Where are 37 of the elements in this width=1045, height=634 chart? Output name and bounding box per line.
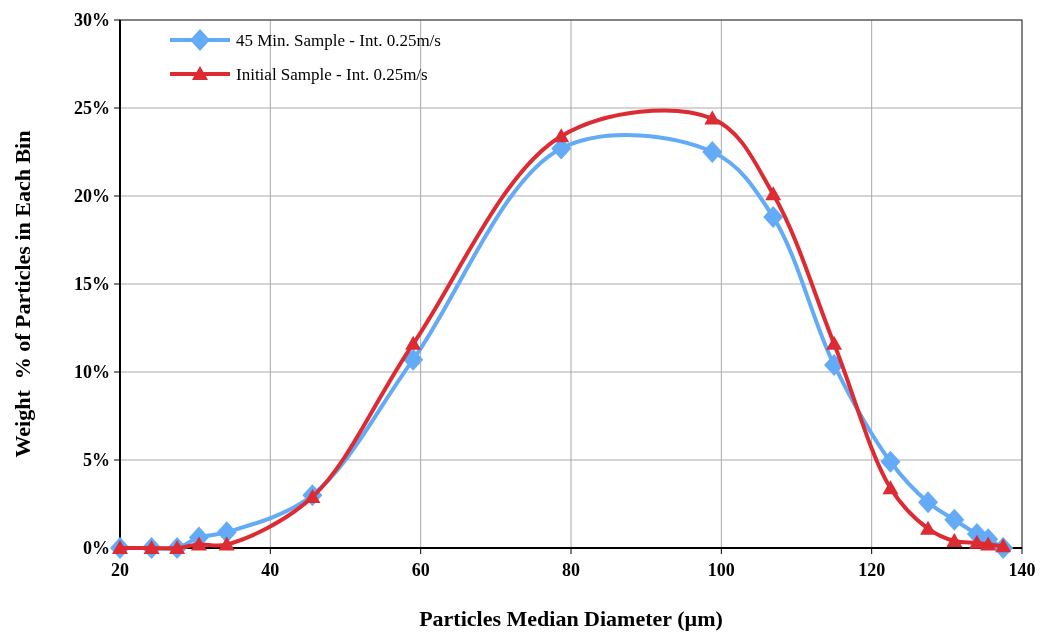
point <box>190 536 207 551</box>
x-tick-label: 100 <box>707 560 735 580</box>
x-axis-title: Particles Median Diameter (µm) <box>419 606 723 631</box>
x-tick-label: 120 <box>858 560 886 580</box>
point <box>826 335 843 350</box>
point <box>403 348 424 371</box>
point <box>880 450 901 473</box>
point <box>702 141 723 163</box>
point <box>882 480 899 495</box>
point <box>405 335 422 350</box>
point <box>944 508 965 531</box>
y-tick-label: 5% <box>83 450 110 470</box>
x-tick-label: 20 <box>111 560 129 580</box>
y-tick-label: 20% <box>74 186 110 206</box>
point <box>946 532 963 547</box>
point <box>704 110 721 125</box>
y-tick-label: 10% <box>74 362 110 382</box>
legend-label: 45 Min. Sample - Int. 0.25m/s <box>236 31 441 50</box>
y-tick-label: 0% <box>83 538 110 558</box>
point <box>553 128 570 143</box>
y-tick-label: 15% <box>74 274 110 294</box>
point <box>765 186 782 201</box>
y-tick-label: 25% <box>74 98 110 118</box>
y-axis-title: Weight % of Particles in Each Bin <box>10 130 35 458</box>
point <box>143 540 160 554</box>
point <box>763 206 784 229</box>
point <box>968 534 985 549</box>
legend-label: Initial Sample - Int. 0.25m/s <box>236 65 428 84</box>
x-tick-label: 40 <box>261 560 280 580</box>
y-tick-label: 30% <box>74 10 110 30</box>
point <box>920 520 937 535</box>
x-tick-label: 60 <box>411 560 430 580</box>
point <box>980 536 997 551</box>
point <box>918 491 939 514</box>
point <box>218 536 235 551</box>
x-tick-label: 80 <box>562 560 580 580</box>
x-tick-label: 140 <box>1008 560 1036 580</box>
